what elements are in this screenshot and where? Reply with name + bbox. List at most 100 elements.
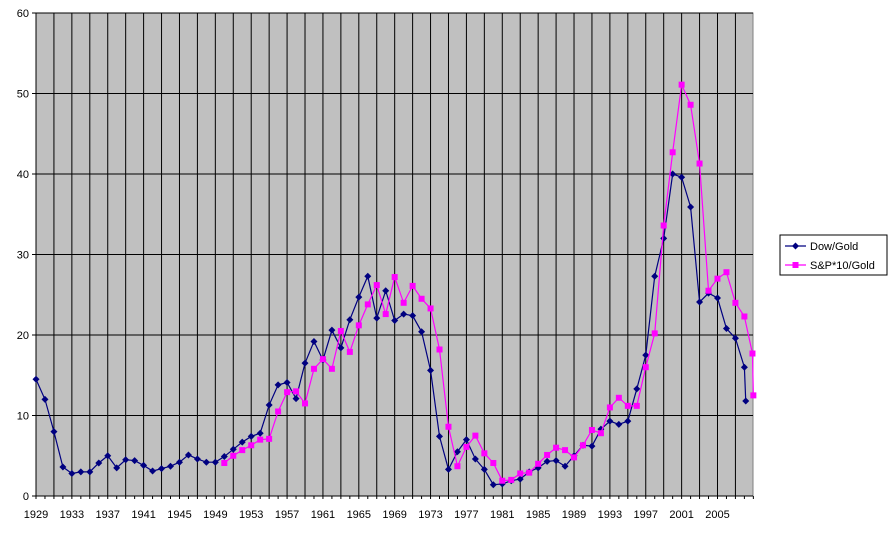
x-tick-label: 1973 [418, 509, 442, 521]
data-point [355, 322, 362, 329]
data-point [588, 442, 596, 450]
x-tick-label: 1953 [239, 509, 263, 521]
data-point [606, 417, 614, 425]
data-point [319, 356, 326, 363]
data-point [444, 465, 452, 473]
x-tick-label: 2005 [705, 509, 729, 521]
y-tick-label: 30 [17, 250, 29, 262]
data-point [373, 314, 381, 322]
data-point [651, 330, 658, 337]
x-tick-label: 1997 [634, 509, 658, 521]
data-point [122, 456, 130, 464]
data-point [553, 444, 560, 451]
x-tick-label: 1937 [95, 509, 119, 521]
data-point [283, 378, 291, 386]
data-point [355, 293, 363, 301]
data-point [472, 432, 479, 439]
data-point [230, 452, 237, 459]
data-point [346, 348, 353, 355]
data-point [265, 401, 273, 409]
data-point [301, 359, 309, 367]
data-point [400, 310, 408, 318]
data-point [248, 442, 255, 449]
data-point [41, 395, 49, 403]
x-tick-label: 1961 [311, 509, 335, 521]
y-tick-label: 60 [17, 8, 29, 20]
data-point [418, 328, 426, 336]
data-point [517, 470, 524, 477]
data-point [400, 299, 407, 306]
data-point [346, 316, 354, 324]
data-point [257, 436, 264, 443]
data-point [436, 432, 444, 440]
data-point [481, 450, 488, 457]
data-point [480, 465, 488, 473]
gridlines [35, 12, 753, 497]
data-point [328, 326, 336, 334]
data-point [310, 337, 318, 345]
data-point [427, 305, 434, 312]
y-tick-label: 50 [17, 89, 29, 101]
data-point [50, 428, 58, 436]
data-point [669, 149, 676, 156]
data-point [571, 454, 578, 461]
data-point [597, 430, 604, 437]
data-point [436, 346, 443, 353]
data-point [184, 451, 192, 459]
x-tick-label: 1977 [454, 509, 478, 521]
data-point [642, 351, 650, 359]
x-tick-label: 1969 [382, 509, 406, 521]
data-point [579, 442, 586, 449]
data-point [77, 468, 85, 476]
data-point [687, 203, 695, 211]
legend-label: S&P*10/Gold [810, 260, 875, 272]
data-point [382, 311, 389, 318]
data-point [750, 392, 757, 399]
data-point [221, 459, 228, 466]
data-point [131, 457, 139, 465]
data-point [624, 417, 632, 425]
data-point [543, 457, 551, 465]
data-point [239, 447, 246, 454]
data-point [202, 458, 210, 466]
data-point [445, 423, 452, 430]
data-point [526, 469, 533, 476]
y-tick-label: 40 [17, 169, 29, 181]
data-point [364, 301, 371, 308]
data-point [167, 462, 175, 470]
data-point [68, 469, 76, 477]
data-point [32, 375, 40, 383]
data-point [731, 334, 739, 342]
data-point [696, 160, 703, 167]
data-point [337, 327, 344, 334]
data-point [104, 452, 112, 460]
data-point [266, 435, 273, 442]
y-tick-label: 20 [17, 330, 29, 342]
data-point [633, 385, 641, 393]
data-point [714, 275, 721, 282]
data-point [175, 458, 183, 466]
data-point [606, 404, 613, 411]
y-tick-label: 10 [17, 411, 29, 423]
x-tick-label: 2001 [669, 509, 693, 521]
x-tick-label: 1941 [131, 509, 155, 521]
data-point [391, 274, 398, 281]
x-axis-ticks: 1929 1933 1937 1941 1945 1949 1953 1957 1961 1965… [24, 496, 754, 521]
data-point [328, 365, 335, 372]
data-point [158, 465, 166, 473]
data-point [409, 282, 416, 289]
data-point [642, 364, 649, 371]
data-point [615, 420, 623, 428]
data-point [535, 460, 542, 467]
data-point [499, 477, 506, 484]
data-point [660, 222, 667, 229]
x-tick-label: 1929 [24, 509, 48, 521]
data-point [490, 459, 497, 466]
x-tick-label: 1933 [60, 509, 84, 521]
data-point [705, 287, 712, 294]
data-point [193, 455, 201, 463]
legend-box [779, 234, 888, 276]
data-point [284, 389, 291, 396]
